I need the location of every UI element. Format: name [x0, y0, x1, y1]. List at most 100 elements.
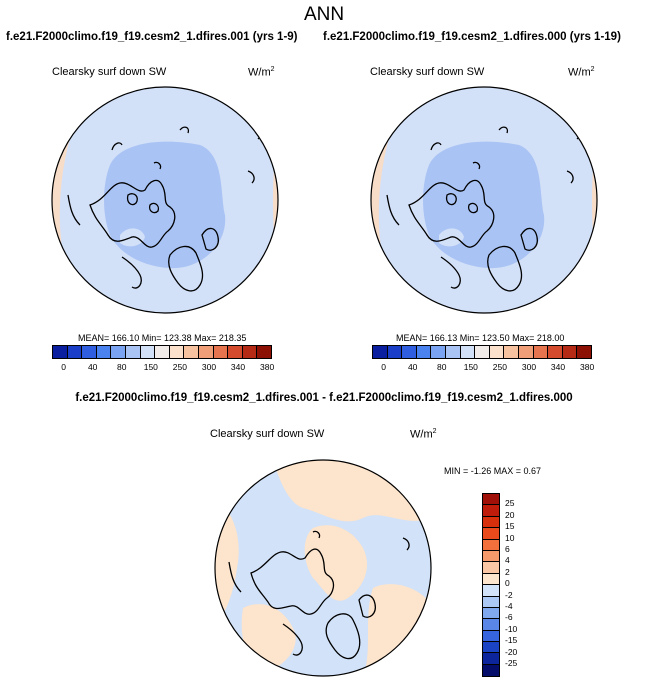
colorbar-swatch: [548, 346, 563, 358]
colorbar-swatch: [82, 346, 97, 358]
colorbar-tick-label: 20: [505, 509, 515, 520]
colorbar-tick-label: -20: [505, 646, 518, 657]
right-stats: MEAN= 166.13 Min= 123.50 Max= 218.00: [396, 333, 565, 343]
colorbar-swatch: [483, 494, 499, 506]
colorbar-swatch: [483, 619, 499, 631]
colorbar-tick-label: 0: [381, 362, 386, 372]
main-title: ANN: [303, 4, 345, 25]
colorbar-swatch: [67, 346, 83, 358]
colorbar-swatch: [483, 664, 499, 677]
colorbar-tick-label: -15: [505, 635, 518, 646]
colorbar-tick-label: 15: [505, 521, 515, 532]
left-stats: MEAN= 166.10 Min= 123.38 Max= 218.35: [78, 333, 247, 343]
colorbar-swatch: [562, 346, 578, 358]
right-units-label: W/m2: [568, 66, 595, 79]
colorbar-swatch: [53, 346, 68, 358]
colorbar-tick-label: 80: [437, 362, 447, 372]
coastlines: [67, 124, 262, 292]
left-polar-map: [51, 86, 279, 314]
colorbar-swatch: [533, 346, 549, 358]
colorbar-swatch: [483, 653, 499, 665]
low-latitude-warm-band-right: [592, 125, 597, 285]
left-variable-label: Clearsky surf down SW: [52, 66, 167, 78]
colorbar-tick-label: 0: [61, 362, 66, 372]
difference-polar-map: [214, 459, 432, 677]
diff-units-label: W/m2: [410, 428, 437, 441]
colorbar-tick-label: 25: [505, 498, 515, 509]
colorbar-swatch: [483, 505, 499, 517]
colorbar-swatch: [387, 346, 403, 358]
diff-stats: MIN = -1.26 MAX = 0.67: [444, 466, 542, 476]
colorbar-swatch: [460, 346, 476, 358]
colorbar-tick-label: 4: [505, 555, 510, 566]
colorbar-tick-label: 340: [230, 362, 246, 372]
colorbar-tick-label: 2: [505, 566, 510, 577]
colorbar-swatch: [431, 346, 446, 358]
colorbar-swatch: [402, 346, 417, 358]
colorbar-tick-label: 150: [463, 362, 478, 372]
colorbar-tick-label: 150: [143, 362, 158, 372]
colorbar-swatch: [155, 346, 170, 358]
colorbar-swatch: [504, 346, 519, 358]
colorbar-tick-label: 0: [505, 578, 510, 589]
diff-colorbar-ticks: 25 20 15 10 6 4 2 0 -2 -4 -6 -10 -15 -20 -25: [505, 493, 535, 678]
colorbar-swatch: [483, 516, 499, 529]
colorbar-swatch: [483, 573, 499, 586]
colorbar-tick-label: 300: [521, 362, 537, 372]
colorbar-tick-label: -25: [505, 658, 518, 668]
colorbar-swatch: [483, 596, 499, 608]
colorbar-tick-label: 340: [550, 362, 566, 372]
colorbar-swatch: [169, 346, 185, 358]
right-polar-map: [370, 86, 598, 314]
colorbar-swatch: [125, 346, 141, 358]
colorbar-tick-label: 380: [579, 362, 595, 372]
colorbar-swatch: [416, 346, 432, 358]
colorbar-swatch: [184, 346, 199, 358]
colorbar-swatch: [518, 346, 534, 358]
right-variable-label: Clearsky surf down SW: [370, 66, 485, 78]
colorbar-swatch: [483, 585, 499, 597]
colorbar-tick-label: 380: [259, 362, 275, 372]
right-colorbar: [372, 345, 592, 359]
colorbar-swatch: [111, 346, 126, 358]
colorbar-swatch: [489, 346, 505, 358]
colorbar-swatch: [483, 550, 499, 563]
colorbar-tick-label: -2: [505, 589, 513, 600]
colorbar-swatch: [198, 346, 214, 358]
left-colorbar-ticks: 0 40 80 150 250 300 340 380: [52, 362, 274, 374]
colorbar-tick-label: 40: [87, 362, 98, 372]
diff-positive-region-center: [304, 525, 368, 601]
colorbar-tick-label: 80: [117, 362, 127, 372]
colorbar-tick-label: 250: [492, 362, 507, 372]
colorbar-swatch: [483, 642, 499, 654]
colorbar-swatch: [96, 346, 112, 358]
colorbar-tick-label: 300: [201, 362, 217, 372]
colorbar-swatch: [242, 346, 258, 358]
colorbar-swatch: [483, 607, 499, 620]
colorbar-swatch: [483, 562, 499, 574]
colorbar-swatch: [577, 346, 591, 358]
colorbar-tick-label: 10: [505, 532, 515, 543]
colorbar-swatch: [445, 346, 461, 358]
diff-variable-label: Clearsky surf down SW: [210, 428, 325, 440]
right-colorbar-ticks: 0 40 80 150 250 300 340 380: [372, 362, 594, 374]
colorbar-tick-label: 40: [407, 362, 418, 372]
colorbar-swatch: [228, 346, 243, 358]
colorbar-swatch: [213, 346, 229, 358]
colorbar-swatch: [140, 346, 156, 358]
colorbar-swatch: [483, 539, 499, 551]
colorbar-tick-label: 250: [172, 362, 187, 372]
diff-colorbar: [482, 493, 500, 678]
colorbar-tick-label: -10: [505, 623, 518, 634]
coastlines: [386, 124, 581, 292]
colorbar-swatch: [483, 630, 499, 643]
colorbar-swatch: [257, 346, 271, 358]
colorbar-swatch: [475, 346, 490, 358]
left-panel-case-title: f.e21.F2000climo.f19_f19.cesm2_1.dfires.…: [6, 31, 298, 43]
left-units-label: W/m2: [248, 66, 275, 79]
colorbar-tick-label: -4: [505, 601, 513, 611]
low-latitude-warm-band-right: [273, 125, 278, 285]
right-panel-case-title: f.e21.F2000climo.f19_f19.cesm2_1.dfires.…: [323, 31, 621, 43]
colorbar-tick-label: 6: [505, 544, 510, 554]
difference-title: f.e21.F2000climo.f19_f19.cesm2_1.dfires.…: [75, 392, 573, 404]
